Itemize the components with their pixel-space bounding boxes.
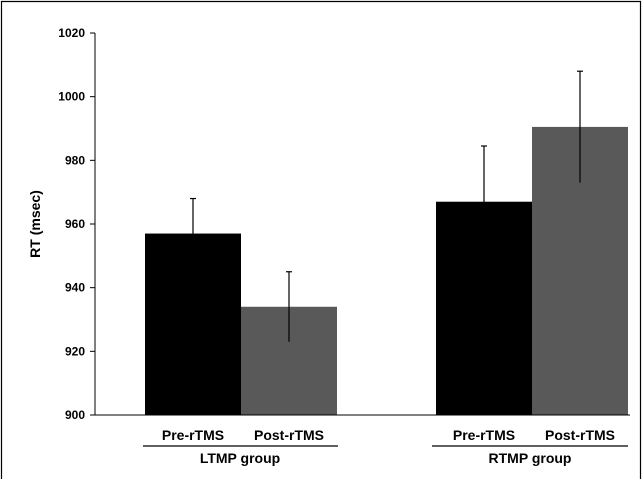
y-tick-label: 1000 xyxy=(58,90,85,104)
group-label: LTMP group xyxy=(200,450,280,466)
category-label: Post-rTMS xyxy=(545,427,615,443)
y-tick-label: 980 xyxy=(65,153,85,167)
y-tick-label: 940 xyxy=(65,281,85,295)
y-tick-label: 960 xyxy=(65,217,85,231)
category-label: Pre-rTMS xyxy=(453,427,515,443)
y-tick-label: 1020 xyxy=(58,26,85,40)
group-label: RTMP group xyxy=(489,450,572,466)
category-label: Pre-rTMS xyxy=(162,427,224,443)
y-tick-label: 920 xyxy=(65,344,85,358)
category-label: Post-rTMS xyxy=(254,427,324,443)
y-tick-label: 900 xyxy=(65,408,85,422)
bars-layer xyxy=(145,70,628,416)
y-axis-title: RT (msec) xyxy=(27,190,43,258)
axis-layer: 900 920 940 960 980 1000 1020 Pre-rTMS Post-rTMS… xyxy=(58,26,630,466)
